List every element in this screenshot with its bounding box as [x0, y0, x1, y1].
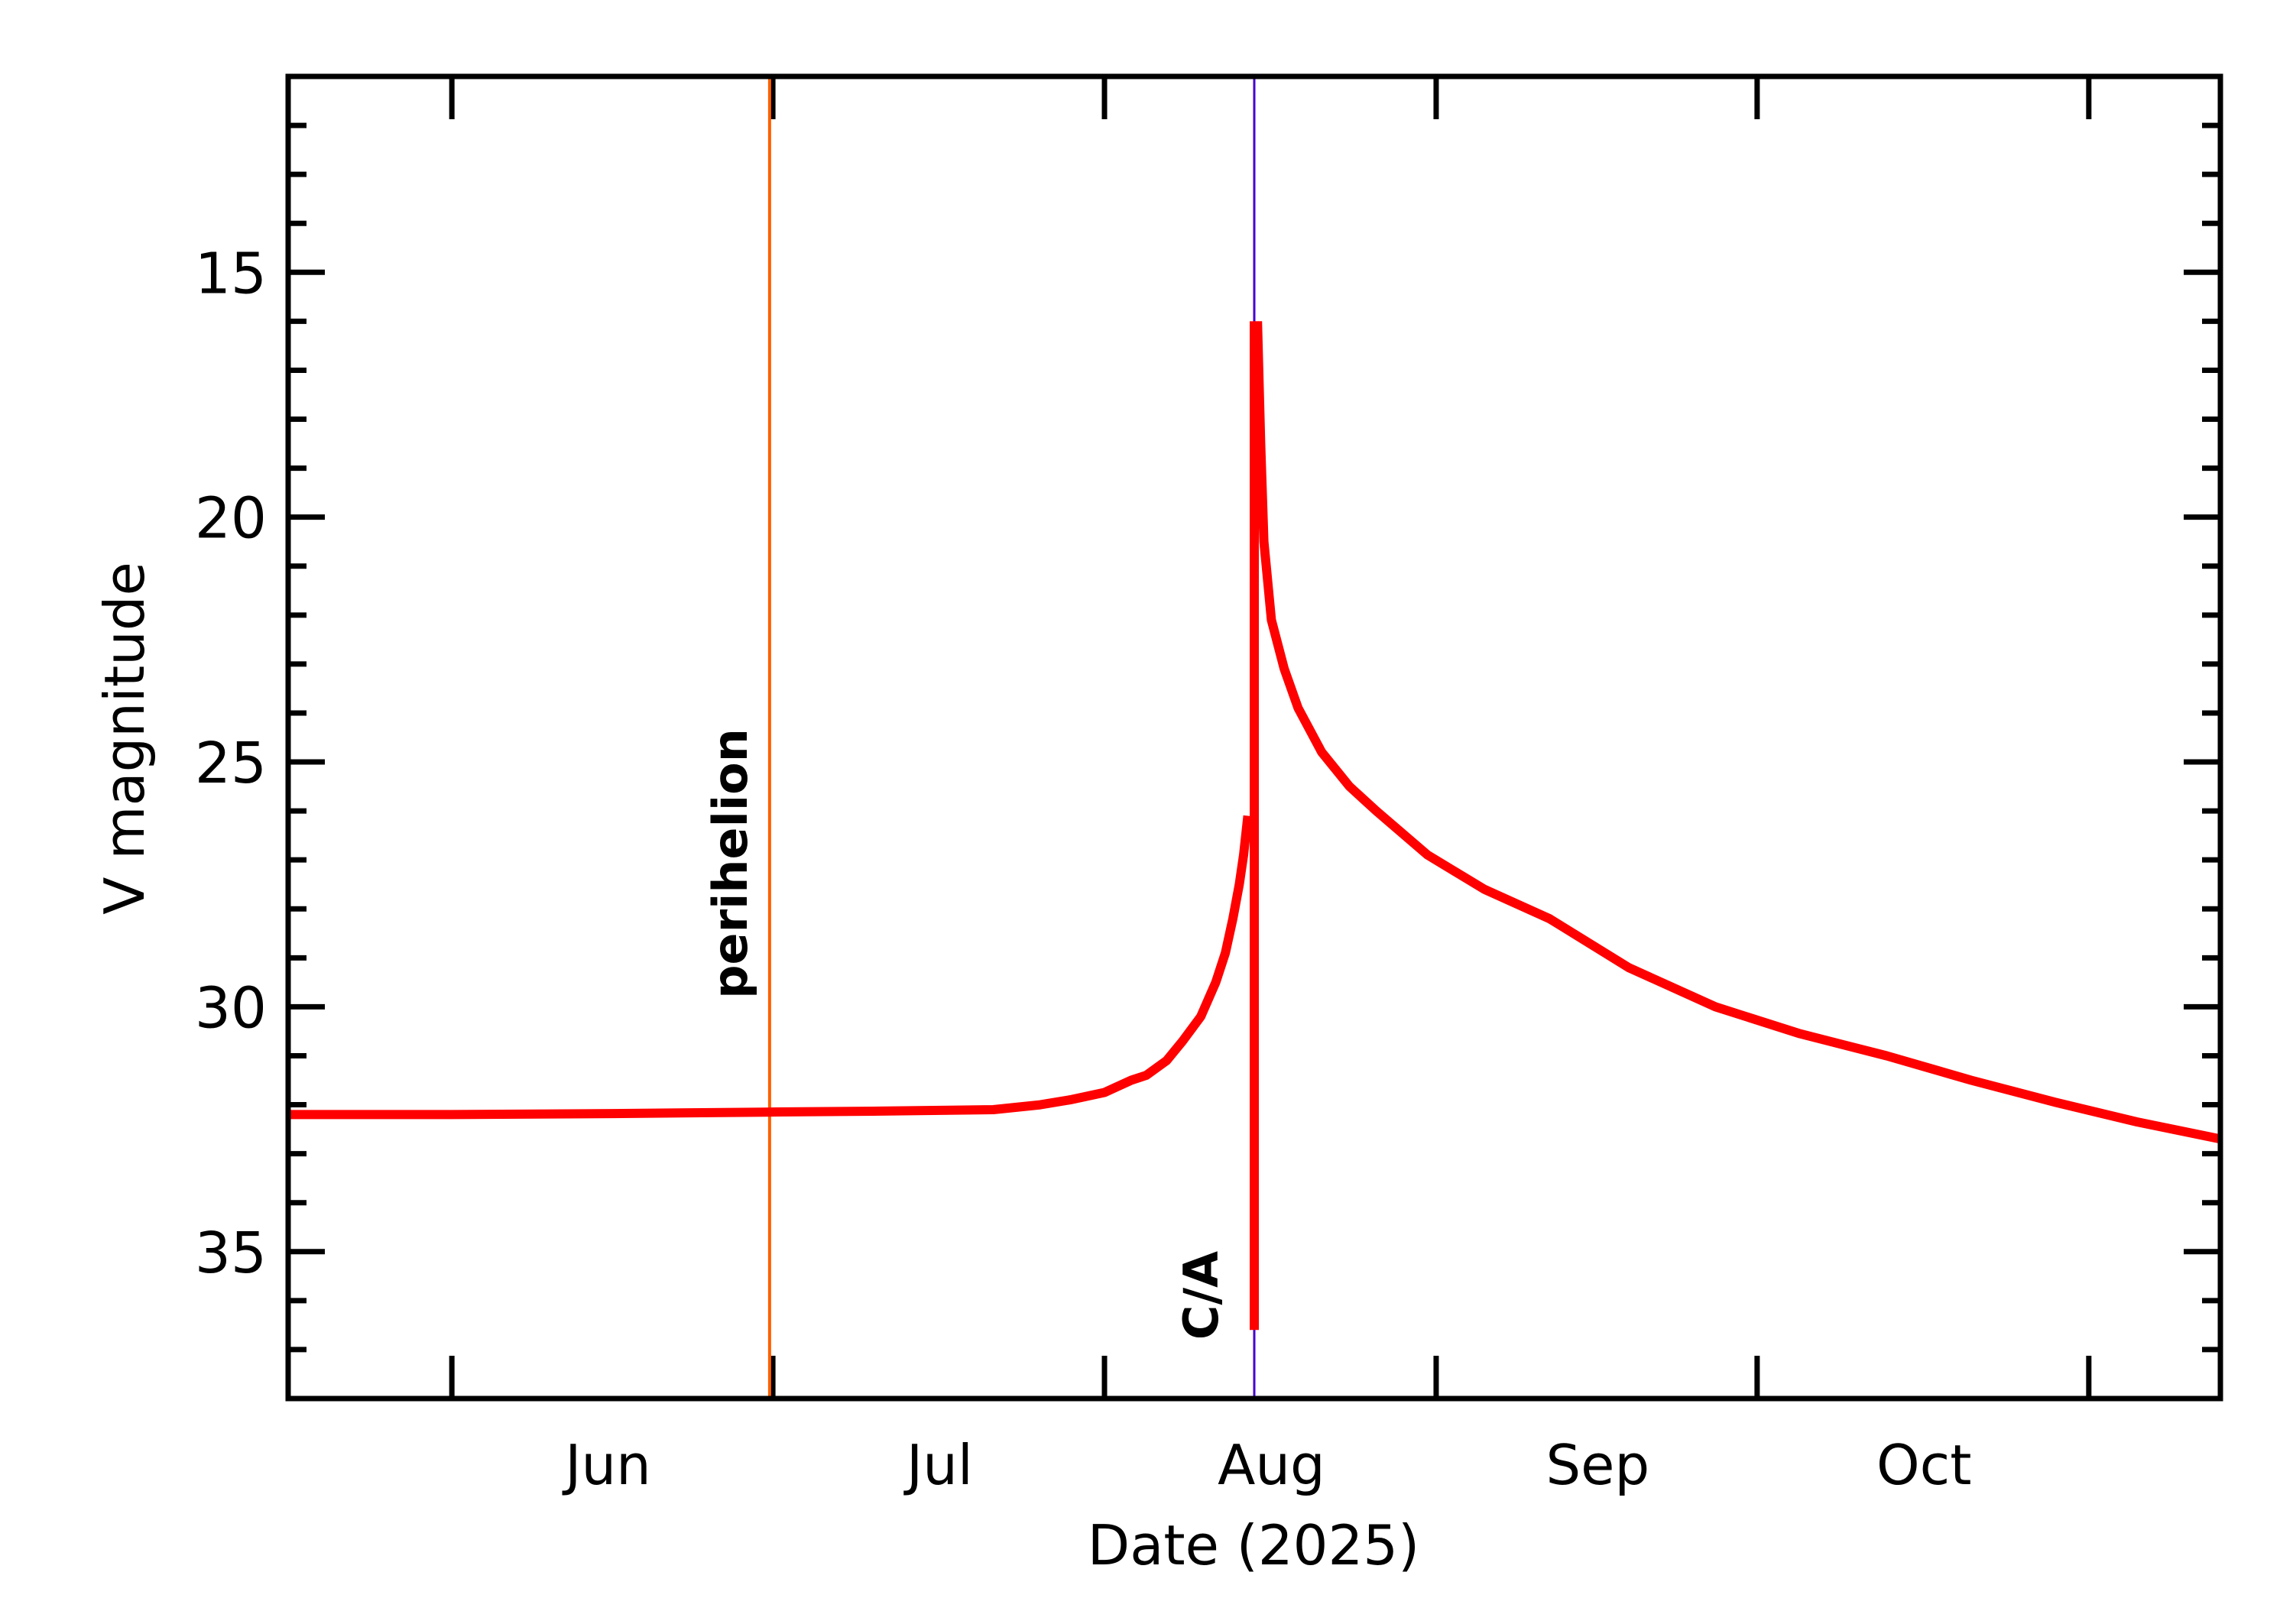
y-tick-label: 35 — [195, 1220, 267, 1286]
y-tick-labels: 15 20 25 30 35 — [195, 241, 267, 1285]
x-tick-label: Oct — [1876, 1433, 1972, 1497]
y-tick-label: 20 — [195, 486, 267, 552]
x-tick-labels: Jun Jul Aug Sep Oct — [562, 1433, 1971, 1497]
y-tick-label: 30 — [195, 975, 267, 1041]
x-tick-label: Aug — [1218, 1433, 1325, 1497]
y-axis-title: V magnitude — [92, 562, 157, 915]
ca-label: C/A — [1173, 1251, 1229, 1340]
x-tick-label: Sep — [1545, 1433, 1649, 1497]
plot-frame — [285, 73, 2223, 1402]
perihelion-label: perihelion — [702, 728, 758, 999]
x-axis-title: Date (2025) — [1088, 1513, 1419, 1577]
axis-ticks — [288, 73, 2220, 1402]
series-line — [288, 815, 1253, 1120]
x-tick-label: Jun — [562, 1433, 651, 1497]
series-line — [1253, 321, 2222, 1144]
y-tick-label: 15 — [195, 241, 267, 306]
data-series — [288, 321, 2222, 1331]
x-tick-label: Jul — [903, 1433, 973, 1497]
y-tick-label: 25 — [195, 731, 267, 796]
